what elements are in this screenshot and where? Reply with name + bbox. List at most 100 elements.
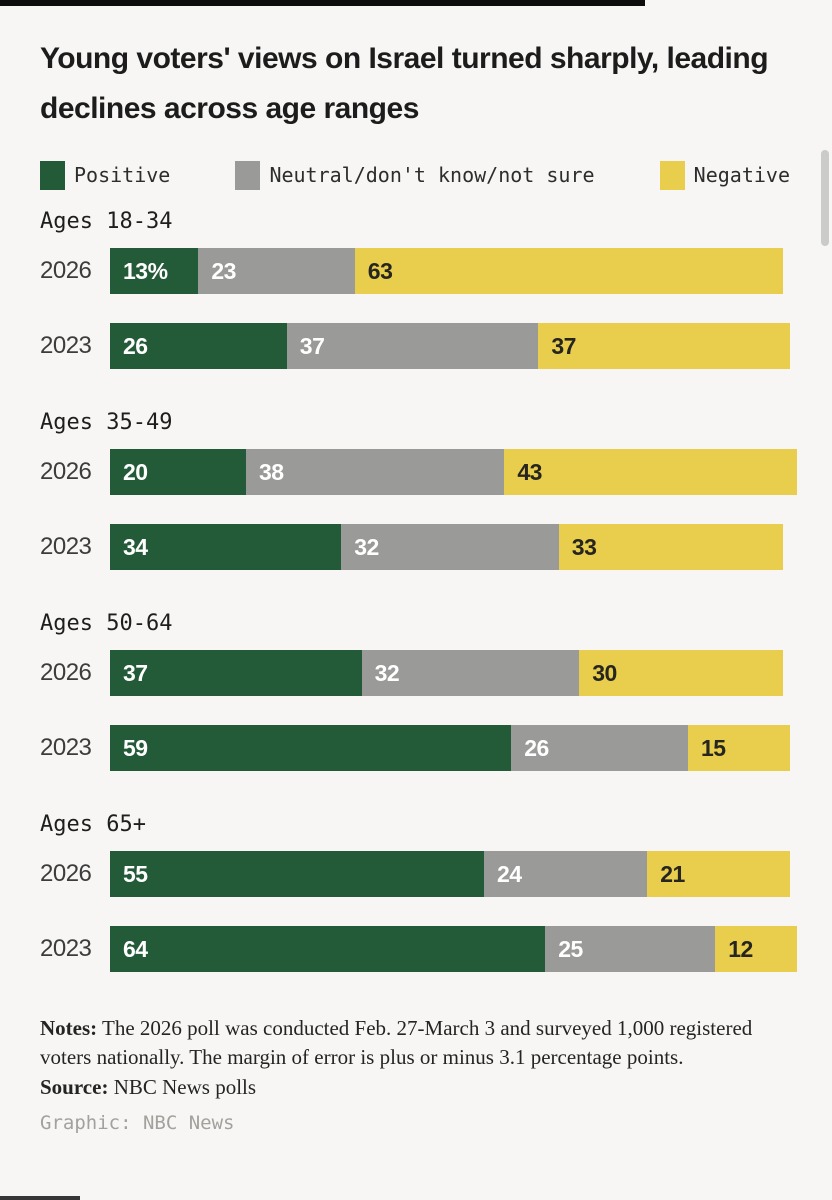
bar-segment-positive: 20 <box>110 449 246 495</box>
bar-segment-neutral: 25 <box>545 926 716 972</box>
age-group: Ages 18-34 2026 13% 23 63 2023 26 37 37 <box>40 210 790 411</box>
bar-segment-negative: 43 <box>504 449 797 495</box>
age-group-label: Ages 18-34 <box>40 209 173 234</box>
bar-track: 34 32 33 <box>110 524 790 570</box>
source-line: Source: NBC News polls <box>40 1073 790 1102</box>
bar-value-label: 26 <box>123 332 148 359</box>
scrollbar-thumb[interactable] <box>821 150 829 246</box>
bar-value-label: 32 <box>354 533 379 560</box>
bar-value-label: 15 <box>700 734 726 761</box>
bar-track: 59 26 15 <box>110 725 790 771</box>
screen-edge-artifact-top <box>0 0 645 6</box>
bar-value-label: 63 <box>367 257 393 284</box>
age-group-label: Ages 65+ <box>40 812 146 837</box>
bar-segment-negative: 37 <box>538 323 790 369</box>
bar-value-label: 20 <box>123 458 148 485</box>
year-label: 2023 <box>40 935 92 962</box>
legend-label: Positive <box>74 163 171 187</box>
bar-segment-negative: 33 <box>558 524 784 570</box>
source-text: NBC News polls <box>108 1075 257 1099</box>
bar-segment-neutral: 32 <box>341 524 559 570</box>
bar-value-label: 34 <box>123 533 148 560</box>
bar-value-label: 26 <box>524 734 549 761</box>
bar-value-label: 38 <box>259 458 284 485</box>
bar-row: 2026 13% 23 63 <box>40 248 790 294</box>
chart-title: Young voters' views on Israel turned sha… <box>40 42 769 125</box>
bar-row: 2026 55 24 21 <box>40 851 790 897</box>
bar-segment-positive: 26 <box>110 323 287 369</box>
legend-swatch-negative <box>659 160 685 190</box>
year-label: 2026 <box>40 860 92 887</box>
bar-value-label: 13% <box>123 257 168 284</box>
bar-value-label: 64 <box>123 935 148 962</box>
bar-value-label: 59 <box>123 734 148 761</box>
legend-swatch-neutral <box>235 160 261 190</box>
bar-value-label: 24 <box>497 860 522 887</box>
legend-item-neutral: Neutral/don't know/not sure <box>235 160 595 190</box>
bar-value-label: 23 <box>211 257 236 284</box>
bar-value-label: 55 <box>123 860 148 887</box>
bar-segment-negative: 21 <box>647 851 790 897</box>
bar-segment-neutral: 24 <box>484 851 648 897</box>
legend-item-negative: Negative <box>659 160 790 190</box>
bar-track: 26 37 37 <box>110 323 790 369</box>
bar-segment-neutral: 23 <box>198 248 355 294</box>
bar-track: 37 32 30 <box>110 650 790 696</box>
bar-segment-negative: 15 <box>687 725 790 771</box>
age-group: Ages 65+ 2026 55 24 21 2023 64 25 12 <box>40 812 797 1014</box>
year-label: 2026 <box>40 659 92 686</box>
age-group: Ages 35-49 2026 20 38 43 2023 34 32 33 <box>40 410 797 612</box>
legend-label: Neutral/don't know/not sure <box>269 163 595 187</box>
screen-edge-artifact-bottom <box>0 1196 80 1200</box>
notes-text: The 2026 poll was conducted Feb. 27-Marc… <box>40 1016 753 1069</box>
bar-segment-positive: 55 <box>110 851 484 897</box>
bar-row: 2023 34 32 33 <box>40 524 790 570</box>
year-label: 2023 <box>40 332 92 359</box>
bar-segment-positive: 37 <box>110 650 362 696</box>
year-label: 2023 <box>40 734 92 761</box>
bar-segment-positive: 64 <box>110 926 546 972</box>
bar-row: 2023 26 37 37 <box>40 323 790 369</box>
bar-segment-neutral: 37 <box>286 323 539 369</box>
bar-segment-neutral: 38 <box>246 449 505 495</box>
bar-value-label: 37 <box>551 332 576 359</box>
notes-line: Notes: The 2026 poll was conducted Feb. … <box>40 1014 790 1072</box>
notes-label: Notes: <box>40 1016 98 1040</box>
bar-track: 13% 23 63 <box>110 248 790 294</box>
bar-track: 64 25 12 <box>110 926 797 972</box>
age-group-label: Ages 35-49 <box>40 410 173 435</box>
year-label: 2026 <box>40 458 92 485</box>
bar-value-label: 43 <box>517 458 542 485</box>
bar-segment-neutral: 26 <box>511 725 688 771</box>
footer: Notes: The 2026 poll was conducted Feb. … <box>40 1014 790 1138</box>
bar-value-label: 25 <box>558 935 583 962</box>
bar-segment-positive: 13% <box>110 248 199 294</box>
legend-item-positive: Positive <box>40 160 171 190</box>
bar-value-label: 32 <box>374 659 400 686</box>
year-label: 2026 <box>40 257 92 284</box>
source-label: Source: <box>40 1075 109 1099</box>
bar-segment-negative: 12 <box>715 926 797 972</box>
bar-segment-neutral: 32 <box>361 650 580 696</box>
bar-row: 2023 64 25 12 <box>40 926 797 972</box>
bar-track: 20 38 43 <box>110 449 797 495</box>
year-label: 2023 <box>40 533 92 560</box>
bar-value-label: 37 <box>123 659 148 686</box>
bar-segment-negative: 63 <box>354 248 784 294</box>
bar-value-label: 37 <box>299 332 325 359</box>
legend-swatch-positive <box>40 160 65 190</box>
bar-value-label: 30 <box>592 659 617 686</box>
bar-value-label: 21 <box>660 860 685 887</box>
legend-label: Negative <box>693 163 790 187</box>
chart: Ages 18-34 2026 13% 23 63 2023 26 37 37 Ages 35-4… <box>40 210 797 1014</box>
age-group: Ages 50-64 2026 37 32 30 2023 59 26 15 <box>40 612 790 813</box>
bar-row: 2026 37 32 30 <box>40 650 790 696</box>
bar-row: 2026 20 38 43 <box>40 449 797 495</box>
bar-value-label: 33 <box>571 533 597 560</box>
bar-segment-negative: 30 <box>579 650 784 696</box>
credit-line: Graphic: NBC News <box>40 1112 235 1134</box>
legend: Positive Neutral/don't know/not sure Negat… <box>40 160 790 190</box>
bar-value-label: 12 <box>728 935 753 962</box>
bar-track: 55 24 21 <box>110 851 790 897</box>
